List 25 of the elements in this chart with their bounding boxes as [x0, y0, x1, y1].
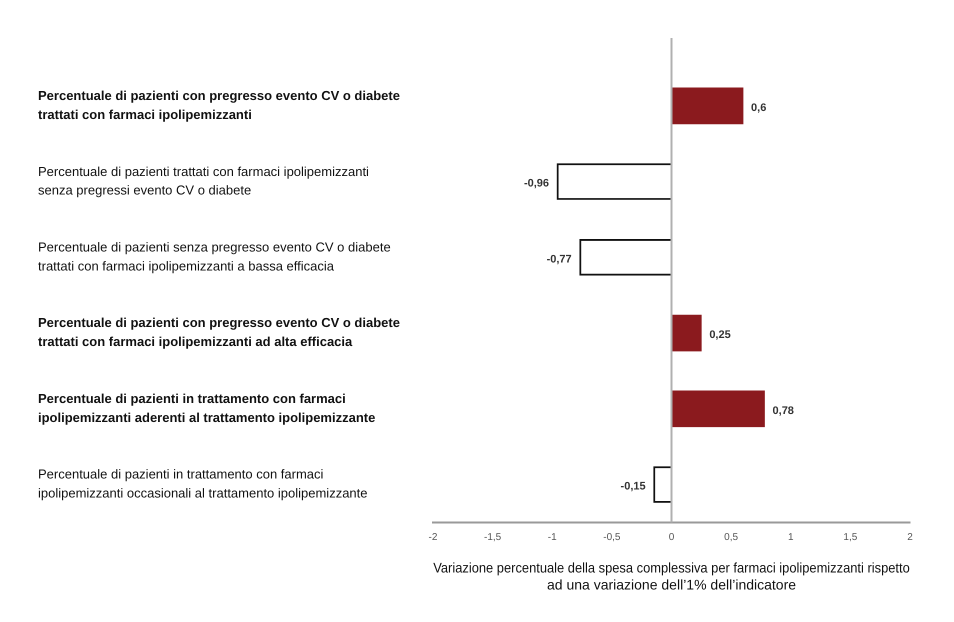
x-tick-label: -2: [428, 532, 438, 544]
bar: [671, 88, 744, 124]
data-label: -0,96: [524, 178, 550, 190]
data-label: -0,15: [620, 480, 646, 493]
y-tick-label: Percentuale di pazienti con pregresso evento CV o diabete trattati con farmaci ipolipemizzanti: [38, 88, 400, 122]
y-tick-label: Percentuale di pazienti con pregresso evento CV o diabete trattati con farmaci ipolipemizzanti ad alta efficacia: [38, 315, 400, 350]
y-tick-label: Percentuale di pazienti in trattamento con farmaci ipolipemizzanti occasionali al trattamento ipolipemizzante: [38, 466, 368, 501]
data-label: 0,25: [709, 329, 731, 342]
data-label: 0,6: [751, 102, 766, 114]
x-tick-label: -1: [548, 532, 558, 544]
y-tick-label: Percentuale di pazienti senza pregresso evento CV o diabete trattati con farmaci ipolipemizzanti a bassa efficacia: [38, 239, 391, 274]
data-label: 0,78: [772, 404, 794, 417]
x-tick-label: -0,5: [603, 532, 621, 544]
y-tick-label: Percentuale di pazienti trattati con farmaci ipolipemizzanti senza pregressi evento CV o diabete: [38, 164, 370, 198]
bar: [671, 314, 702, 352]
x-tick-label: 0: [668, 532, 675, 544]
x-tick-label: -1,5: [484, 532, 502, 544]
x-tick-label: 1,5: [843, 532, 858, 544]
bar: [671, 390, 765, 428]
data-label: -0,77: [546, 253, 572, 266]
y-tick-label: Percentuale di pazienti in trattamento con farmaci ipolipemizzanti aderenti al trattamento ipolipemizzante: [38, 390, 376, 425]
x-tick-label: 1: [788, 532, 794, 544]
x-tick-label: 2: [907, 532, 914, 544]
x-tick-label: 0,5: [724, 532, 739, 544]
x-axis-title: Variazione percentuale della spesa complessiva per farmaci ipolipemizzanti rispetto ad una variazione dell’1% dell’indicatore: [433, 560, 910, 592]
